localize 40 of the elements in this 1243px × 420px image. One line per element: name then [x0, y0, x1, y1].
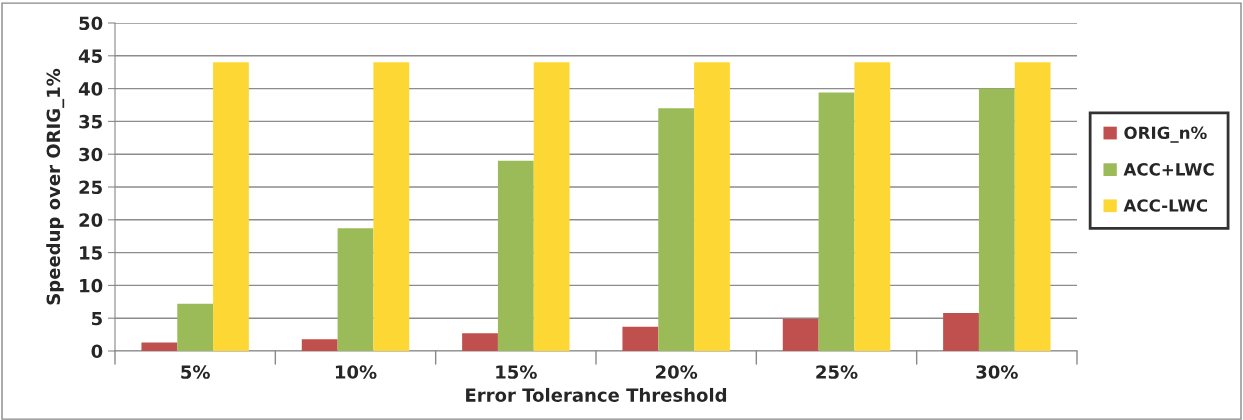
x-tick-label: 15%	[496, 365, 537, 379]
bar	[782, 318, 819, 351]
y-tick-label: 30	[79, 147, 103, 162]
legend-label: ORIG_n%	[1124, 126, 1207, 143]
bar	[462, 333, 498, 351]
y-tick-label: 50	[79, 16, 103, 31]
bar	[373, 62, 410, 351]
y-tick-label: 25	[79, 180, 102, 195]
y-tick-label: 45	[78, 49, 102, 63]
x-axis-title: Error Tolerance Threshold	[466, 387, 727, 402]
bar	[854, 62, 891, 351]
y-tick-label: 35	[79, 114, 102, 129]
bar	[978, 88, 1015, 351]
x-tick-label: 30%	[976, 365, 1018, 379]
bar	[141, 342, 178, 351]
bar	[337, 228, 374, 351]
x-tick-label: 20%	[655, 365, 698, 379]
y-tick-label: 15	[80, 246, 102, 260]
y-tick-label: 40	[78, 82, 103, 96]
y-axis-title: Speedup over ORIG_1%	[46, 68, 65, 305]
y-tick-label: 0	[91, 344, 103, 359]
y-tick-label: 20	[79, 213, 103, 227]
bar	[533, 62, 570, 351]
x-tick-label: 25%	[816, 365, 858, 379]
legend-label: ACC-LWC	[1123, 199, 1208, 212]
bar	[1014, 62, 1051, 351]
bar	[622, 326, 659, 351]
y-tick-label: 5	[92, 311, 102, 326]
legend-label: ACC+LWC	[1123, 163, 1214, 176]
y-tick-label: 10	[80, 278, 103, 293]
bar	[213, 62, 249, 351]
bar	[943, 312, 979, 351]
x-tick-label: 5%	[181, 365, 210, 379]
x-tick-label: 10%	[335, 365, 377, 379]
bar	[818, 92, 855, 351]
bar	[497, 160, 534, 351]
bar	[694, 62, 730, 351]
bar	[658, 108, 695, 351]
bar	[177, 303, 214, 351]
bar	[301, 339, 338, 351]
